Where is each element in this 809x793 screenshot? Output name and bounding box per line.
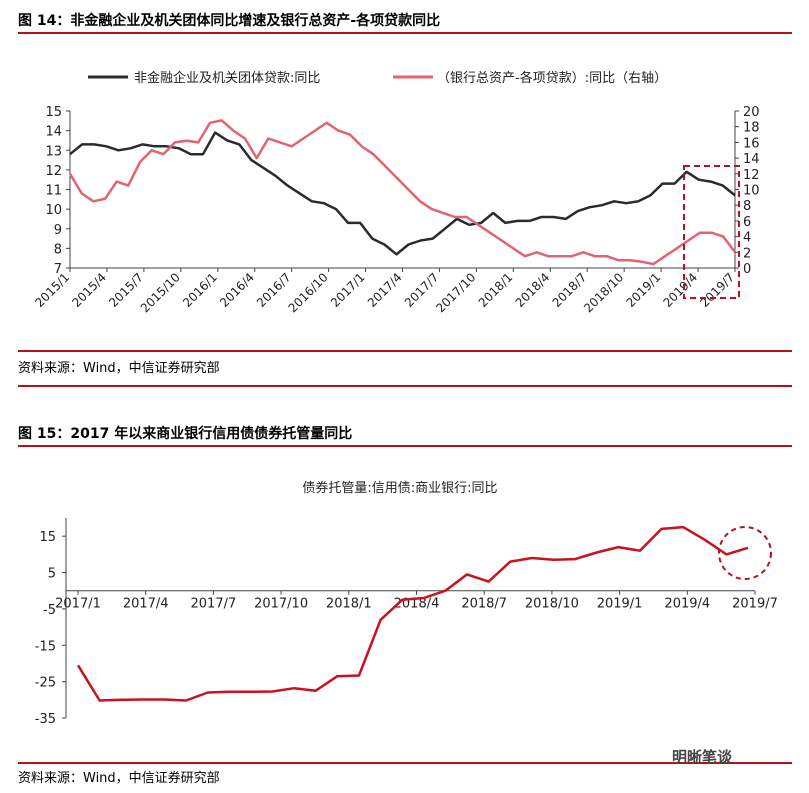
figure-14-source: 资料来源：Wind，中信证券研究部 [18,361,220,376]
left-y-tick-label: 8 [54,242,62,257]
figure-14-bottom-rule [18,350,792,352]
x-tick-label: 2019/4 [660,270,700,310]
x-tick-label: 2016/4 [217,270,257,310]
x-tick-label: 2015/4 [69,270,109,310]
x-tick-label: 2019/7 [732,597,778,612]
x-tick-label: 2018/10 [525,597,579,612]
right-y-tick-label: 0 [743,262,751,277]
figure-15-top-separator [18,385,792,387]
series-line-1 [76,525,749,702]
figure-15-title: 图 15：2017 年以来商业银行信用债债券托管量同比 [18,426,353,442]
legend-label-series-2: （银行总资产-各项贷款）:同比（右轴） [437,70,667,86]
x-tick-label: 2016/1 [180,270,220,310]
right-y-tick-label: 4 [743,231,751,246]
left-y-tick-label: 9 [54,223,62,238]
right-y-tick-label: 12 [743,168,760,183]
x-tick-label: 2019/7 [697,270,737,310]
x-tick-label: 2015/10 [138,270,183,315]
left-y-tick-label: 14 [45,125,62,140]
highlight-circle [718,526,772,580]
chart-14: 非金融企业及机关团体贷款:同比 （银行总资产-各项贷款）:同比（右轴） 7 8 9 10… [32,70,760,315]
x-tick-label: 2018/4 [513,270,553,310]
watermark-text: 明晰笔谈 [672,748,733,766]
x-tick-label: 2017/4 [365,270,405,310]
chart-14-legend: 非金融企业及机关团体贷款:同比 （银行总资产-各项贷款）:同比（右轴） [88,70,667,86]
legend-label-series-1: 非金融企业及机关团体贷款:同比 [134,70,320,86]
x-tick-label: 2017/1 [328,270,368,310]
figure-15-bottom-rule [18,762,792,764]
right-y-tick-label: 16 [743,136,760,151]
right-y-tick-label: 20 [743,105,760,120]
left-y-tick-label: 13 [45,144,62,159]
right-y-tick-label: 14 [743,152,760,167]
x-tick-label: 2017/10 [433,270,478,315]
x-tick-label: 2017/4 [123,597,169,612]
x-tick-label: 2017/10 [254,597,308,612]
y-tick-label: -25 [35,676,56,691]
y-tick-label: -15 [35,639,56,654]
y-tick-label: -35 [35,712,56,727]
left-y-tick-label: 10 [45,203,62,218]
left-y-tick-label: 7 [54,262,62,277]
series-line-1 [69,131,736,256]
x-tick-label: 2016/10 [286,270,331,315]
x-tick-label: 2017/7 [191,597,237,612]
y-tick-label: 5 [48,567,56,582]
x-tick-label: 2018/1 [326,597,372,612]
left-y-tick-label: 15 [45,105,62,120]
y-tick-label: -5 [43,603,56,618]
figure-14-title: 图 14：非金融企业及机关团体同比增速及银行总资产-各项贷款同比 [18,13,441,29]
x-tick-label: 2019/1 [623,270,663,310]
figure-15-source: 资料来源：Wind，中信证券研究部 [18,771,220,786]
x-tick-label: 2015/1 [32,270,72,310]
series-line-2 [68,119,737,266]
chart-15-title: 债券托管量:信用债:商业银行:同比 [302,480,497,496]
x-tick-label: 2018/7 [461,597,507,612]
y-tick-label: 15 [39,530,56,545]
x-tick-label: 2019/1 [597,597,643,612]
highlight-box [683,165,740,299]
right-y-tick-label: 18 [743,121,760,136]
right-y-tick-label: 2 [743,246,751,261]
left-y-tick-label: 12 [45,164,62,179]
x-tick-label: 2017/1 [55,597,101,612]
figure-14-top-rule [18,32,792,34]
x-tick-label: 2019/4 [664,597,710,612]
right-y-tick-label: 6 [743,215,751,230]
x-tick-label: 2018/1 [476,270,516,310]
chart-15: 债券托管量:信用债:商业银行:同比 -35 -25 -15 -5 5 15 2017/1 20… [35,480,778,727]
right-y-tick-label: 8 [743,199,751,214]
x-tick-label: 2018/10 [581,270,626,315]
right-y-tick-label: 10 [743,184,760,199]
left-y-tick-label: 11 [45,184,62,199]
figure-15-top-rule [18,445,792,447]
